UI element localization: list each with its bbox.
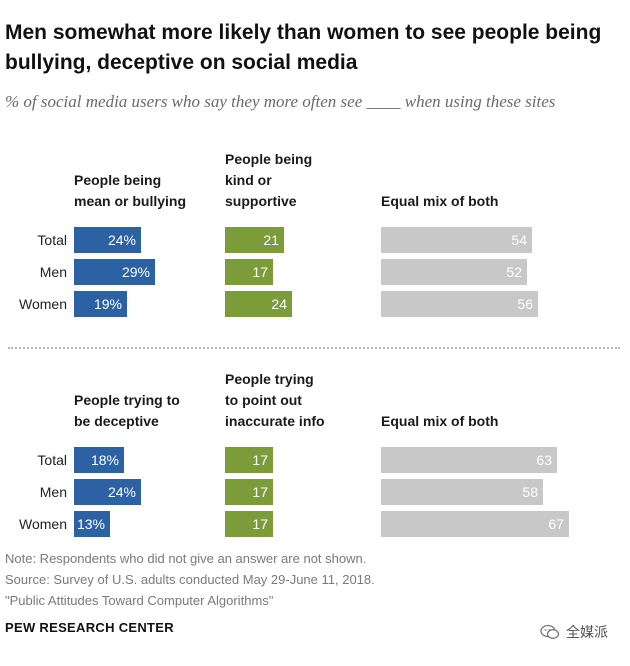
row-label-women: Women bbox=[19, 296, 67, 312]
legend-equal-mix-of-both: Equal mix of both bbox=[381, 413, 499, 429]
bar-equal-mix-of-both-men: 58 bbox=[381, 479, 543, 505]
bar-people-trying-to-point-out-inaccurate-info-women: 17 bbox=[225, 511, 273, 537]
legend-people-trying-to-be-deceptive: People trying to be deceptive bbox=[74, 392, 180, 429]
row-label-total: Total bbox=[37, 452, 67, 468]
organization-name: PEW RESEARCH CENTER bbox=[5, 620, 174, 635]
legend-people-being-kind-or-supportive: People being kind or supportive bbox=[225, 151, 313, 209]
bar-equal-mix-of-both-total: 54 bbox=[381, 227, 532, 253]
bar-value-label: 17 bbox=[252, 264, 268, 280]
bar-people-trying-to-be-deceptive-men: 24% bbox=[74, 479, 141, 505]
section-divider bbox=[8, 347, 620, 349]
bar-people-being-mean-or-bullying-men: 29% bbox=[74, 259, 155, 285]
bar-people-trying-to-point-out-inaccurate-info-men: 17 bbox=[225, 479, 273, 505]
row-label-men: Men bbox=[39, 264, 67, 280]
bar-people-trying-to-point-out-inaccurate-info-total: 17 bbox=[225, 447, 273, 473]
bar-value-label: 24% bbox=[107, 484, 136, 500]
row-label-women: Women bbox=[19, 516, 67, 532]
bar-people-trying-to-be-deceptive-women: 13% bbox=[74, 511, 110, 537]
bar-value-label: 24 bbox=[271, 296, 287, 312]
bar-value-label: 19% bbox=[93, 296, 122, 312]
bar-value-label: 29% bbox=[121, 264, 150, 280]
bar-people-being-kind-or-supportive-men: 17 bbox=[225, 259, 273, 285]
source-text: Source: Survey of U.S. adults conducted … bbox=[5, 572, 375, 587]
bar-value-label: 17 bbox=[252, 484, 268, 500]
watermark-text: 全媒派 bbox=[566, 624, 608, 640]
bar-value-label: 56 bbox=[517, 296, 533, 312]
legend-people-trying-to-point-out-inaccurate-info: People trying to point out inaccurate info bbox=[225, 371, 325, 429]
bar-people-being-mean-or-bullying-total: 24% bbox=[74, 227, 141, 253]
legend-equal-mix-of-both: Equal mix of both bbox=[381, 193, 499, 209]
legend-people-being-mean-or-bullying: People being mean or bullying bbox=[74, 172, 187, 209]
bar-equal-mix-of-both-women: 67 bbox=[381, 511, 569, 537]
bar-value-label: 58 bbox=[522, 484, 538, 500]
bar-equal-mix-of-both-women: 56 bbox=[381, 291, 538, 317]
bar-value-label: 54 bbox=[511, 232, 527, 248]
bar-value-label: 52 bbox=[506, 264, 522, 280]
bar-equal-mix-of-both-total: 63 bbox=[381, 447, 557, 473]
row-label-total: Total bbox=[37, 232, 67, 248]
bar-value-label: 24% bbox=[107, 232, 136, 248]
bar-value-label: 18% bbox=[90, 452, 119, 468]
bar-value-label: 17 bbox=[252, 516, 268, 532]
bar-value-label: 21 bbox=[263, 232, 279, 248]
report-title-text: "Public Attitudes Toward Computer Algori… bbox=[5, 593, 274, 608]
bar-people-being-kind-or-supportive-total: 21 bbox=[225, 227, 284, 253]
chart-title: Men somewhat more likely than women to s… bbox=[5, 21, 602, 74]
bar-value-label: 17 bbox=[252, 452, 268, 468]
chart-subtitle: % of social media users who say they mor… bbox=[5, 92, 556, 111]
watermark: 全媒派 bbox=[540, 622, 608, 642]
bar-equal-mix-of-both-men: 52 bbox=[381, 259, 527, 285]
wechat-icon bbox=[540, 624, 560, 640]
bar-people-trying-to-be-deceptive-total: 18% bbox=[74, 447, 124, 473]
bar-people-being-kind-or-supportive-women: 24 bbox=[225, 291, 292, 317]
bar-people-being-mean-or-bullying-women: 19% bbox=[74, 291, 127, 317]
note-text: Note: Respondents who did not give an an… bbox=[5, 551, 367, 566]
row-label-men: Men bbox=[39, 484, 67, 500]
bar-value-label: 67 bbox=[548, 516, 564, 532]
bar-value-label: 13% bbox=[76, 516, 105, 532]
bar-value-label: 63 bbox=[536, 452, 552, 468]
